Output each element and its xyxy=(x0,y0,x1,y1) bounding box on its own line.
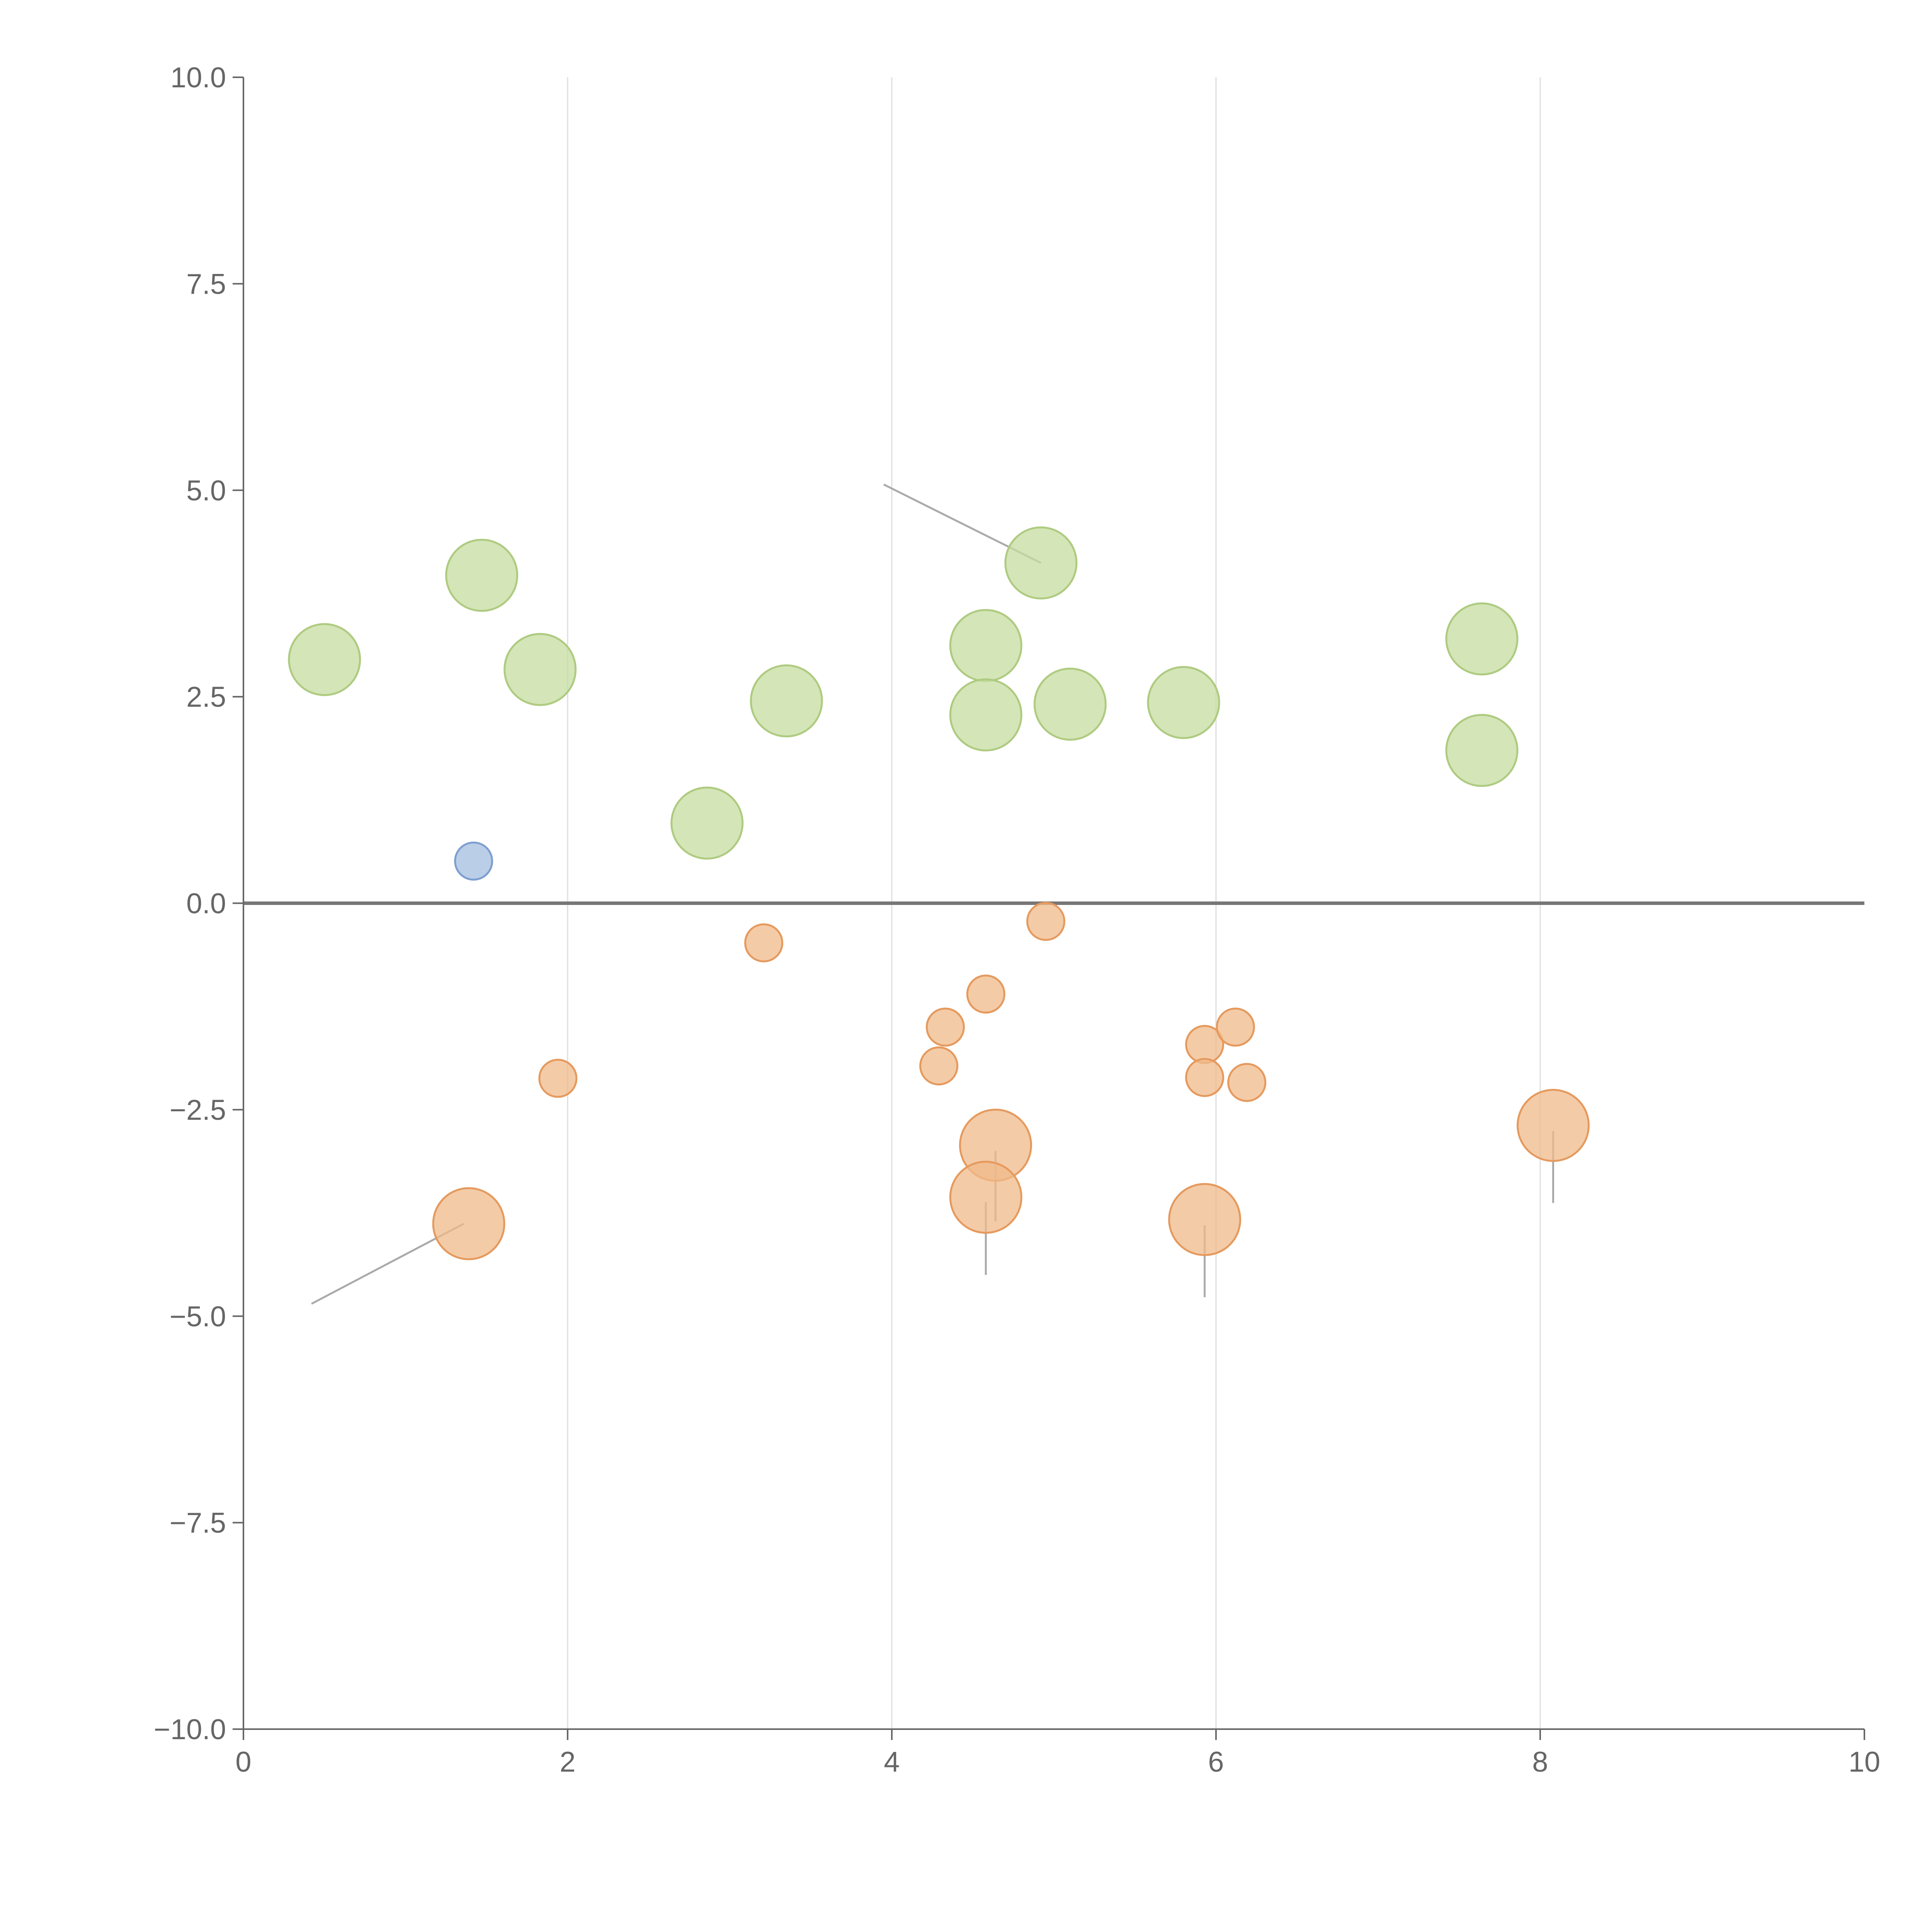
bubble-positive[interactable] xyxy=(1445,714,1519,787)
bubble-negative[interactable] xyxy=(1168,1183,1242,1256)
bubble-negative[interactable] xyxy=(1216,1007,1255,1047)
bubble-positive[interactable] xyxy=(503,633,577,706)
bubble-negative[interactable] xyxy=(432,1187,505,1260)
x-tick-label: 10 xyxy=(1849,1746,1880,1778)
y-tick-label: −5.0 xyxy=(170,1300,226,1332)
x-axis-ticks: 0 2 4 6 8 10 xyxy=(235,1729,1880,1778)
bubble-positive[interactable] xyxy=(288,623,361,696)
y-tick-label: −10.0 xyxy=(154,1713,226,1745)
bubble-positive[interactable] xyxy=(949,609,1022,682)
bubble-negative[interactable] xyxy=(1185,1058,1225,1097)
bubble-negative[interactable] xyxy=(1227,1063,1267,1102)
y-tick-label: 10.0 xyxy=(170,61,226,94)
bubble-positive[interactable] xyxy=(670,786,744,860)
bubble-negative[interactable] xyxy=(966,975,1005,1014)
x-tick-label: 2 xyxy=(560,1746,575,1778)
x-tick-label: 0 xyxy=(235,1746,251,1778)
bubble-negative[interactable] xyxy=(1517,1088,1590,1162)
bubble-positive[interactable] xyxy=(1004,526,1078,600)
y-tick-label: 2.5 xyxy=(186,681,226,713)
bubble-negative[interactable] xyxy=(1026,902,1066,941)
y-tick-label: 5.0 xyxy=(186,474,226,507)
bubble-negative[interactable] xyxy=(949,1160,1022,1234)
y-tick-label: −2.5 xyxy=(170,1094,226,1126)
bubble-negative[interactable] xyxy=(744,923,784,963)
x-tick-label: 6 xyxy=(1208,1746,1224,1778)
y-tick-label: 7.5 xyxy=(186,268,226,300)
x-tick-label: 4 xyxy=(884,1746,900,1778)
y-axis-ticks: 10.0 7.5 5.0 2.5 0.0 −2.5 −5.0 −7.5 −10.0 xyxy=(154,61,243,1745)
bubble-positive[interactable] xyxy=(1147,666,1220,739)
bubble-positive[interactable] xyxy=(445,539,519,612)
bubble-negative[interactable] xyxy=(925,1007,965,1047)
bubble-positive[interactable] xyxy=(949,678,1022,752)
bubble-negative[interactable] xyxy=(538,1059,578,1098)
bubble-positive[interactable] xyxy=(1445,602,1519,675)
y-tick-label: 0.0 xyxy=(186,888,226,920)
bubbles xyxy=(288,526,1590,1260)
y-tick-label: −7.5 xyxy=(170,1507,226,1539)
bubble-negative[interactable] xyxy=(919,1046,959,1086)
bubble-neutral[interactable] xyxy=(454,841,493,881)
bubble-positive[interactable] xyxy=(750,664,823,738)
bubble-positive[interactable] xyxy=(1033,667,1107,741)
x-tick-label: 8 xyxy=(1532,1746,1548,1778)
